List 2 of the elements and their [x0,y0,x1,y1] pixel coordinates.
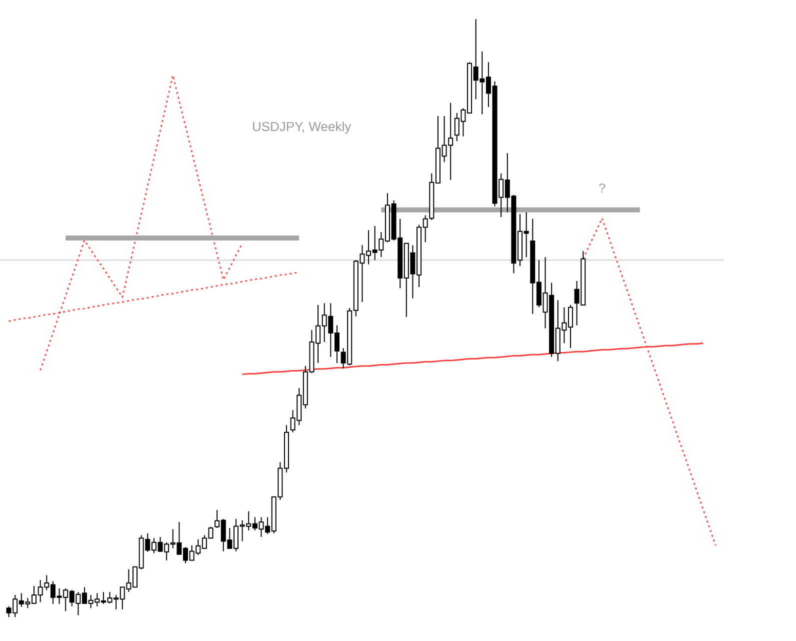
text: USDJPY, Weekly [252,119,352,134]
annotation: ? [598,180,606,196]
